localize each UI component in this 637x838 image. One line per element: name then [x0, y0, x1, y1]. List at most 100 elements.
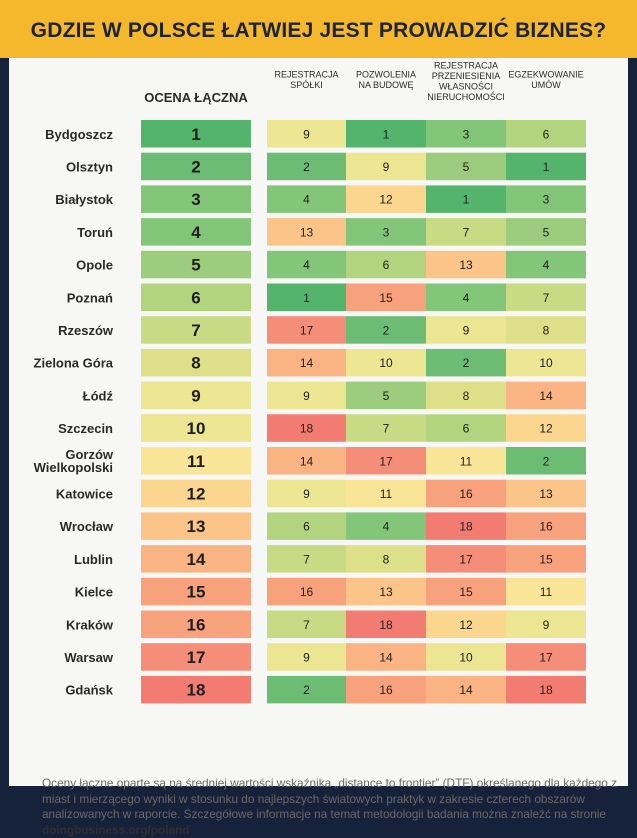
cell-value-permits: 15: [379, 291, 393, 305]
cell-contracts: [506, 545, 586, 573]
cell-value-property: 14: [459, 683, 473, 697]
cell-value-property: 4: [463, 291, 470, 305]
cell-permits: [346, 512, 426, 540]
cell-contracts: [506, 120, 586, 148]
cell-overall: [141, 316, 251, 344]
cell-value-property: 6: [463, 422, 470, 436]
cell-value-contracts: 4: [543, 258, 550, 272]
cell-value-registration: 16: [300, 585, 314, 599]
cell-value-contracts: 5: [543, 225, 550, 239]
cell-registration: [267, 120, 346, 148]
cell-value-contracts: 16: [539, 520, 553, 534]
column-header-property: REJESTRACJA PRZENIESIENIA WŁASNOŚCI NIERUCH…: [427, 61, 505, 103]
cell-permits: [346, 577, 426, 606]
city-label: Lublin: [74, 552, 113, 567]
footnote-text: Oceny łączne oparte są na średniej warto…: [42, 776, 618, 822]
cell-value-overall: 1: [191, 125, 200, 144]
cell-registration: [267, 218, 346, 246]
cell-value-contracts: 13: [539, 487, 553, 501]
city-label: Kielce: [75, 585, 113, 600]
cell-overall: [141, 152, 251, 181]
cell-value-property: 11: [460, 454, 473, 468]
city-label: Poznań: [67, 290, 113, 305]
cell-value-registration: 13: [300, 225, 314, 239]
cell-value-property: 13: [459, 258, 473, 272]
cell-value-permits: 5: [383, 389, 390, 403]
footnote-source-link[interactable]: doingbusiness.org/poland: [42, 822, 190, 837]
cell-contracts: [506, 414, 586, 442]
cell-permits: [346, 152, 426, 181]
cell-value-contracts: 18: [539, 683, 553, 697]
cell-contracts: [506, 610, 586, 638]
cell-property: [426, 152, 506, 181]
cell-value-registration: 9: [303, 389, 310, 403]
cell-value-registration: 14: [300, 454, 314, 468]
cell-permits: [346, 185, 426, 213]
cell-value-permits: 18: [379, 618, 393, 632]
cell-value-property: 15: [459, 585, 473, 599]
cell-value-permits: 2: [383, 323, 390, 337]
cell-permits: [346, 120, 426, 148]
cell-contracts: [506, 152, 586, 181]
city-label: Gdańsk: [65, 683, 113, 698]
cell-overall: [141, 512, 251, 540]
column-header-contracts: EGZEKWOWANIE UMÓW: [508, 70, 583, 91]
cell-overall: [141, 381, 251, 410]
cell-property: [426, 479, 506, 508]
cell-value-overall: 3: [191, 190, 200, 209]
cell-overall: [141, 479, 251, 508]
city-label: Bydgoszcz: [45, 127, 113, 142]
cell-value-permits: 4: [383, 520, 390, 534]
cell-contracts: [506, 218, 586, 246]
cell-value-registration: 7: [303, 552, 310, 566]
cell-contracts: [506, 577, 586, 606]
cell-value-property: 18: [459, 520, 473, 534]
title-banner: GDZIE W POLSCE ŁATWIEJ JEST PROWADZIĆ BI…: [0, 0, 637, 58]
cell-value-contracts: 7: [543, 291, 550, 305]
cell-value-registration: 9: [303, 127, 310, 141]
column-header-registration: REJESTRACJA SPÓŁKI: [274, 70, 338, 91]
city-label: Wrocław: [60, 519, 114, 534]
cell-value-registration: 4: [303, 193, 310, 207]
cell-property: [426, 577, 506, 606]
cell-value-property: 7: [463, 225, 470, 239]
footnote: Oceny łączne oparte są na średniej warto…: [42, 776, 632, 838]
cell-value-contracts: 9: [543, 618, 550, 632]
cell-property: [426, 120, 506, 148]
city-label: Białystok: [55, 192, 114, 207]
cell-value-permits: 6: [383, 258, 390, 272]
cell-value-permits: 1: [383, 127, 390, 141]
cell-value-property: 17: [459, 552, 473, 566]
city-label: Rzeszów: [58, 323, 114, 338]
cell-value-contracts: 8: [543, 323, 550, 337]
cell-value-property: 8: [463, 389, 470, 403]
cell-value-registration: 18: [300, 422, 314, 436]
cell-contracts: [506, 185, 586, 213]
cell-registration: [267, 512, 346, 540]
cell-permits: [346, 414, 426, 442]
city-label: Toruń: [77, 225, 113, 240]
cell-contracts: [506, 512, 586, 540]
cell-registration: [267, 185, 346, 213]
cell-value-overall: 11: [187, 452, 205, 471]
cell-value-registration: 7: [303, 618, 310, 632]
cell-value-permits: 12: [379, 193, 393, 207]
cell-contracts: [506, 283, 586, 311]
cell-property: [426, 675, 506, 704]
cell-overall: [141, 414, 251, 442]
cell-value-overall: 16: [187, 615, 206, 634]
cell-value-overall: 6: [191, 288, 200, 307]
cell-value-permits: 13: [379, 585, 393, 599]
cell-value-registration: 14: [300, 356, 314, 370]
cell-registration: [267, 447, 346, 475]
cell-value-permits: 16: [379, 683, 393, 697]
cell-property: [426, 185, 506, 213]
cell-overall: [141, 577, 251, 606]
cell-property: [426, 643, 506, 671]
cell-permits: [346, 250, 426, 279]
cell-value-permits: 14: [379, 650, 393, 664]
cell-permits: [346, 283, 426, 311]
cell-value-registration: 2: [303, 160, 310, 174]
cell-registration: [267, 152, 346, 181]
cell-property: [426, 250, 506, 279]
